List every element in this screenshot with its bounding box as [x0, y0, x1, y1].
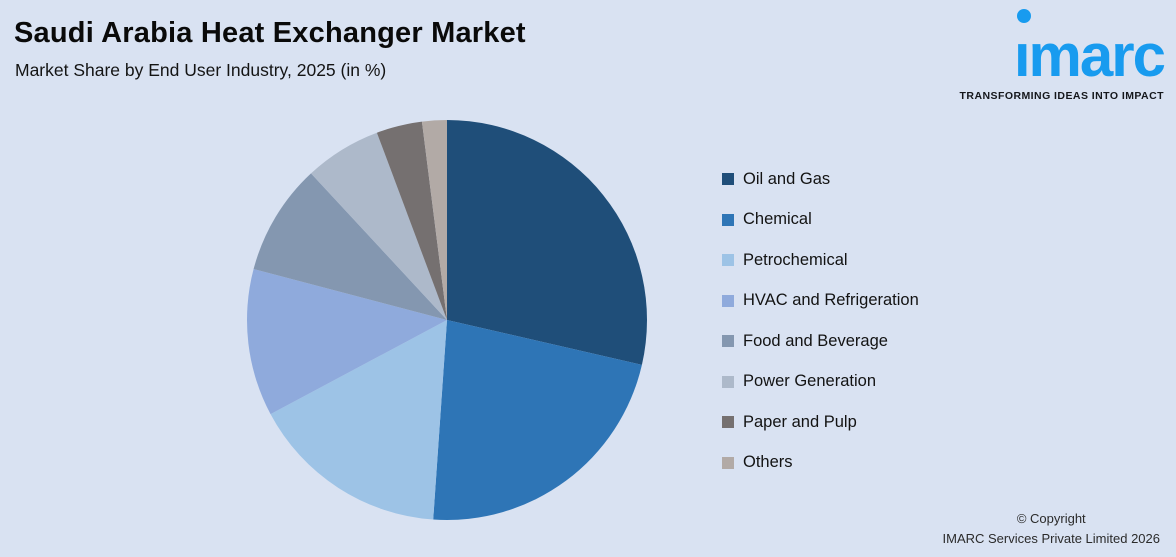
- legend-item-chemical: Chemical: [722, 210, 919, 229]
- legend-item-oil-and-gas: Oil and Gas: [722, 170, 919, 188]
- page-subtitle: Market Share by End User Industry, 2025 …: [15, 60, 387, 80]
- logo-tagline: TRANSFORMING IDEAS INTO IMPACT: [959, 90, 1164, 102]
- legend-item-food-and-beverage: Food and Beverage: [722, 332, 919, 350]
- pie-slice-chemical: [433, 320, 642, 520]
- legend-label: Power Generation: [743, 372, 876, 390]
- pie-slice-oil-and-gas: [447, 120, 648, 365]
- legend-swatch-icon: [722, 294, 734, 307]
- legend-label: Petrochemical: [743, 250, 848, 269]
- pie-chart: [243, 116, 651, 524]
- legend-label: Food and Beverage: [743, 331, 888, 350]
- pie-chart-svg: [247, 120, 648, 520]
- legend-swatch-icon: [722, 375, 734, 388]
- legend-swatch-icon: [722, 254, 734, 266]
- legend-swatch-icon: [722, 335, 734, 347]
- logo-dot-icon: [1016, 9, 1031, 23]
- legend-item-petrochemical: Petrochemical: [722, 251, 919, 269]
- pie-slice-food-and-beverage: [253, 173, 447, 320]
- legend-swatch-icon: [722, 456, 734, 469]
- chart-legend: Oil and Gas Chemical Petrochemical HVAC and…: [722, 170, 919, 494]
- legend-label: Oil and Gas: [743, 169, 831, 188]
- legend-label: Paper and Pulp: [743, 412, 857, 431]
- pie-slice-paper-and-pulp: [376, 121, 447, 320]
- legend-item-power-generation: Power Generation: [722, 372, 919, 391]
- copyright-line2: IMARC Services Private Limited 2026: [942, 530, 1160, 546]
- legend-item-paper-and-pulp: Paper and Pulp: [722, 413, 919, 431]
- copyright-line1: © Copyright: [1016, 510, 1086, 526]
- pie-slice-others: [421, 120, 447, 320]
- pie-slice-power-generation: [311, 132, 447, 320]
- legend-label: Chemical: [743, 210, 812, 228]
- page-title: Saudi Arabia Heat Exchanger Market: [14, 17, 526, 49]
- legend-swatch-icon: [722, 213, 734, 226]
- imarc-logo: ımarc TRANSFORMING IDEAS INTO IMPACT: [932, 6, 1166, 102]
- pie-slice-hvac-and-refrigeration: [247, 269, 447, 415]
- legend-swatch-icon: [722, 173, 734, 185]
- legend-item-others: Others: [722, 453, 919, 472]
- legend-label: Others: [743, 453, 793, 471]
- legend-swatch-icon: [722, 416, 734, 428]
- copyright-notice: © Copyright IMARC Services Private Limit…: [943, 509, 1160, 549]
- logo-brand-text: ımarc: [1013, 22, 1166, 89]
- legend-item-hvac-and-refrigeration: HVAC and Refrigeration: [722, 291, 919, 310]
- imarc-logo-wordmark: ımarc: [1013, 6, 1166, 89]
- pie-slice-petrochemical: [270, 320, 447, 520]
- legend-label: HVAC and Refrigeration: [743, 291, 919, 309]
